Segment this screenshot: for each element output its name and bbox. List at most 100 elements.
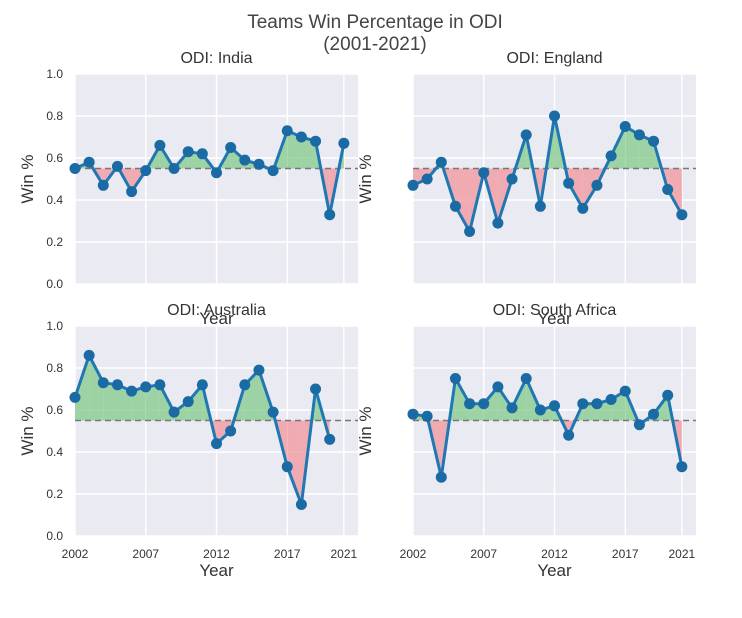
fill-above-baseline bbox=[145, 384, 160, 421]
data-point bbox=[281, 461, 293, 473]
data-point bbox=[126, 385, 138, 397]
fill-above-baseline bbox=[188, 384, 203, 421]
x-axis-label: Year bbox=[537, 561, 572, 580]
x-tick-label: 2007 bbox=[470, 547, 497, 561]
data-point bbox=[310, 135, 322, 147]
data-point bbox=[492, 381, 504, 393]
panel-title: ODI: India bbox=[180, 50, 252, 67]
data-point bbox=[239, 379, 251, 391]
data-point bbox=[196, 148, 208, 160]
data-point bbox=[154, 379, 166, 391]
data-point bbox=[111, 379, 123, 391]
data-point bbox=[520, 129, 532, 141]
data-point bbox=[126, 186, 138, 198]
data-point bbox=[563, 429, 575, 441]
data-point bbox=[239, 154, 251, 166]
y-axis-label: Win % bbox=[356, 406, 375, 455]
data-point bbox=[140, 381, 152, 393]
data-point bbox=[69, 391, 81, 403]
data-point bbox=[407, 408, 419, 420]
data-point bbox=[140, 165, 152, 177]
panels: ODI: India Win % Year 0.0 0.2 0.4 0.6 0.8 1.0 ODI… bbox=[18, 50, 696, 580]
data-point bbox=[464, 226, 476, 237]
fill-below-baseline bbox=[455, 168, 470, 232]
data-point bbox=[435, 156, 447, 168]
x-axis-label: Year bbox=[199, 561, 234, 580]
data-point bbox=[662, 389, 674, 401]
y-axis-label: Win % bbox=[356, 154, 375, 203]
data-point bbox=[196, 379, 208, 391]
data-point bbox=[154, 139, 166, 151]
y-tick-label: 0.4 bbox=[46, 445, 63, 459]
data-point bbox=[619, 121, 631, 132]
data-point bbox=[295, 499, 307, 510]
data-point bbox=[324, 433, 336, 445]
data-point bbox=[310, 383, 322, 395]
x-tick-label: 2017 bbox=[612, 547, 639, 561]
data-point bbox=[253, 158, 265, 170]
data-point bbox=[97, 179, 109, 191]
data-point bbox=[648, 408, 660, 420]
data-point bbox=[464, 398, 476, 410]
data-point bbox=[662, 184, 674, 195]
data-point bbox=[267, 406, 279, 418]
data-point bbox=[182, 146, 194, 158]
figure-title-line1: Teams Win Percentage in ODI bbox=[247, 12, 503, 33]
data-point bbox=[449, 200, 461, 212]
panel-title: ODI: England bbox=[506, 50, 602, 67]
fill-below-baseline bbox=[216, 420, 231, 444]
y-tick-label: 0.6 bbox=[46, 403, 63, 417]
figure-title-line2: (2001-2021) bbox=[323, 34, 427, 55]
data-point bbox=[83, 156, 95, 168]
data-point bbox=[478, 167, 490, 179]
data-point bbox=[69, 163, 81, 174]
data-point bbox=[267, 165, 279, 177]
data-point bbox=[421, 410, 433, 422]
panel-odi-south-africa: ODI: South Africa Win % Year 2002 2007 2012 20… bbox=[356, 302, 696, 580]
x-tick-label: 2007 bbox=[132, 547, 159, 561]
y-tick-label: 0.0 bbox=[46, 277, 63, 291]
x-axis-label: Year bbox=[537, 309, 572, 328]
x-tick-label: 2012 bbox=[541, 547, 568, 561]
x-tick-label: 2021 bbox=[668, 547, 695, 561]
y-tick-label: 0.2 bbox=[46, 235, 63, 249]
y-tick-label: 0.8 bbox=[46, 109, 63, 123]
data-point bbox=[563, 177, 575, 189]
data-point bbox=[295, 131, 307, 143]
panel-odi-england: ODI: England Win % Year bbox=[356, 50, 696, 328]
data-point bbox=[407, 179, 419, 191]
x-tick-label: 2012 bbox=[203, 547, 230, 561]
fill-below-baseline bbox=[287, 420, 302, 505]
y-tick-label: 1.0 bbox=[46, 67, 63, 81]
x-axis-label: Year bbox=[199, 309, 234, 328]
x-tick-label: 2002 bbox=[62, 547, 89, 561]
data-point bbox=[591, 398, 603, 410]
data-point bbox=[633, 419, 645, 431]
data-point bbox=[648, 135, 660, 147]
data-point bbox=[549, 400, 560, 412]
data-point bbox=[97, 377, 109, 389]
data-point bbox=[421, 173, 433, 185]
x-tick-label: 2021 bbox=[330, 547, 357, 561]
x-tick-label: 2017 bbox=[274, 547, 301, 561]
data-point bbox=[605, 150, 617, 162]
data-point bbox=[225, 142, 237, 153]
fill-above-baseline bbox=[455, 378, 470, 421]
data-point bbox=[520, 373, 532, 384]
data-point bbox=[253, 364, 265, 376]
data-point bbox=[211, 438, 222, 450]
y-tick-label: 0.6 bbox=[46, 151, 63, 165]
x-tick-label: 2002 bbox=[400, 547, 427, 561]
panel-title: ODI: Australia bbox=[167, 302, 266, 319]
data-point bbox=[281, 125, 293, 137]
fill-below-baseline bbox=[667, 168, 682, 215]
data-point bbox=[633, 129, 645, 141]
data-point bbox=[534, 404, 546, 416]
y-tick-label: 1.0 bbox=[46, 319, 63, 333]
y-axis-label: Win % bbox=[18, 406, 37, 455]
data-point bbox=[83, 349, 95, 361]
data-point bbox=[449, 373, 461, 384]
fill-above-baseline bbox=[75, 355, 90, 421]
data-point bbox=[605, 394, 617, 405]
